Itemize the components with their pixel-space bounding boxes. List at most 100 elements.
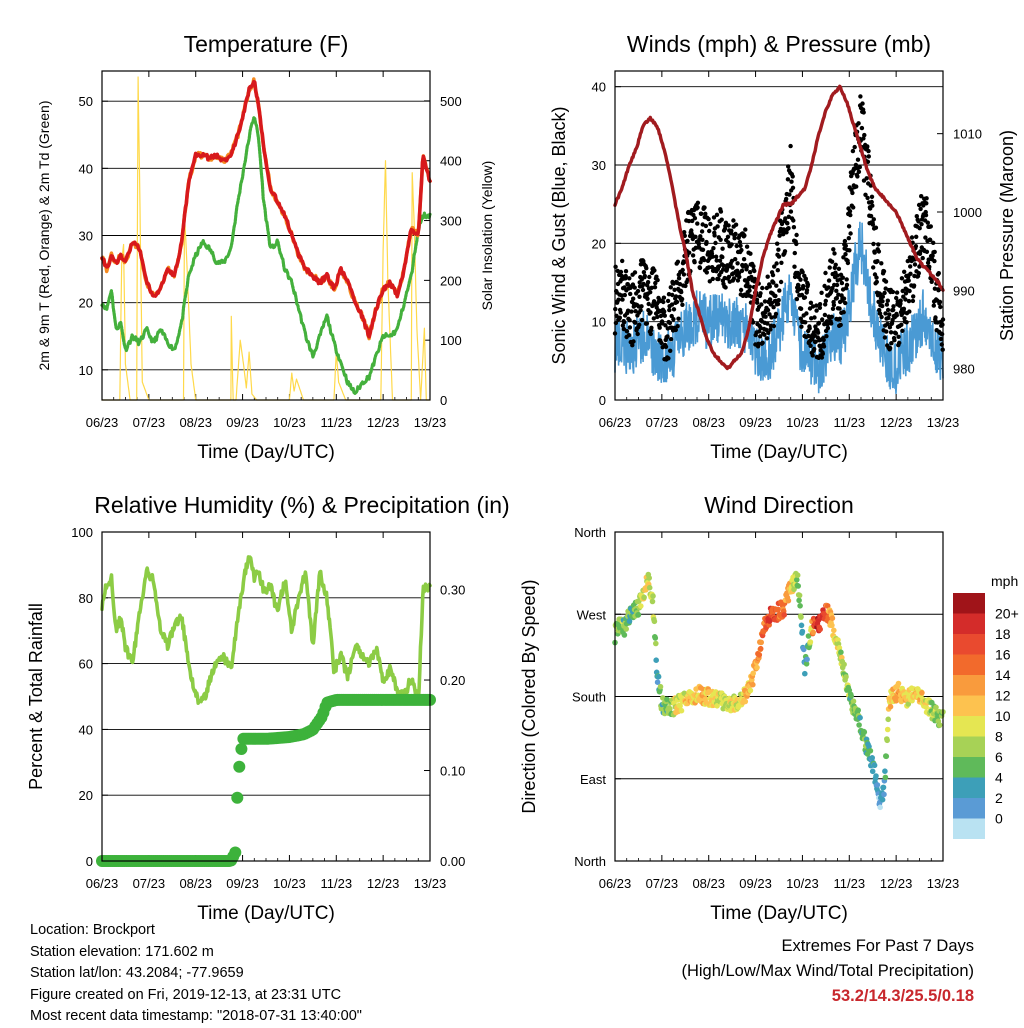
y2-tick-label: 200	[440, 273, 462, 288]
gust-point	[735, 261, 740, 266]
direction-point	[655, 673, 662, 680]
precip-point	[233, 760, 246, 773]
gust-point	[870, 222, 876, 227]
gust-point	[667, 320, 673, 326]
gust-point	[805, 282, 811, 287]
direction-point	[794, 572, 801, 578]
gust-point	[819, 290, 824, 295]
gust-point	[711, 215, 717, 220]
gust-point	[714, 258, 719, 263]
gust-point	[680, 302, 685, 307]
gust-point	[792, 250, 797, 256]
y2-tick-label: 0.00	[440, 854, 465, 869]
gust-point	[683, 283, 688, 289]
gust-point	[700, 247, 706, 252]
gust-point	[641, 270, 647, 275]
gust-point	[870, 203, 875, 208]
gust-point	[666, 292, 672, 297]
temperature-series	[100, 76, 432, 401]
x-tick-label: 09/23	[226, 876, 259, 891]
gust-point	[663, 323, 668, 328]
gust-point	[633, 309, 638, 314]
gust-point	[744, 244, 750, 249]
extremes-summary: Extremes For Past 7 Days (High/Low/Max W…	[681, 934, 974, 1009]
gust-point	[928, 224, 933, 229]
gust-point	[679, 296, 685, 302]
direction-point	[905, 701, 912, 707]
direction-point	[653, 657, 659, 663]
gust-point	[655, 314, 660, 320]
gust-point	[682, 233, 687, 238]
gust-point	[933, 315, 938, 320]
gust-point	[908, 271, 913, 276]
gust-point	[863, 192, 868, 197]
gust-point	[825, 322, 830, 327]
gust-point	[758, 291, 763, 296]
gust-point	[840, 275, 845, 280]
gust-point	[771, 305, 776, 310]
gust-point	[770, 272, 776, 278]
gust-point	[719, 217, 724, 222]
gust-point	[843, 243, 848, 248]
colorbar-label: 20+	[995, 606, 1019, 622]
latlon-text: Station lat/lon: 43.2084; -77.9659	[30, 965, 244, 981]
gust-point	[800, 269, 805, 275]
direction-point	[758, 639, 764, 646]
gust-point	[904, 320, 909, 325]
direction-point	[785, 597, 792, 604]
gust-point	[645, 296, 650, 301]
gust-point	[814, 308, 819, 313]
gust-point	[771, 280, 776, 285]
y-tick-label: 10	[79, 363, 93, 378]
gust-point	[827, 265, 832, 270]
colorbar-label: 0	[995, 811, 1003, 827]
gust-point	[832, 251, 837, 256]
gust-point	[816, 320, 822, 326]
direction-point	[885, 716, 891, 723]
gust-point	[748, 251, 753, 256]
gust-point	[908, 264, 913, 269]
gust-point	[750, 320, 756, 325]
gust-point	[809, 316, 814, 321]
direction-point	[838, 649, 844, 655]
y-tick-label: 40	[79, 161, 93, 176]
colorbar-swatch	[953, 675, 985, 696]
direction-point	[923, 704, 929, 710]
gust-point	[661, 295, 667, 300]
direction-point	[877, 804, 883, 811]
y-tick-label: West	[577, 607, 607, 622]
gust-point	[669, 302, 675, 307]
direction-point	[855, 707, 861, 713]
gust-point	[817, 302, 823, 307]
gust-point	[932, 249, 937, 255]
gust-point	[730, 265, 735, 270]
x-axis-label: Time (Day/UTC)	[710, 903, 848, 924]
gust-point	[918, 206, 923, 212]
gust-point	[777, 288, 782, 293]
gust-point	[791, 225, 797, 230]
wind-speed-series	[614, 221, 944, 394]
gust-point	[928, 237, 933, 243]
gust-point	[616, 297, 621, 302]
gust-point	[677, 282, 683, 287]
colorbar-swatch	[953, 716, 985, 737]
colorbar-swatch	[953, 634, 985, 655]
gust-point	[633, 320, 638, 325]
gust-point	[682, 230, 687, 235]
chart-title: Temperature (F)	[184, 31, 349, 57]
gust-point	[736, 271, 742, 276]
direction-point	[657, 683, 664, 690]
gust-point	[777, 233, 782, 238]
gust-point	[747, 284, 752, 289]
gust-point	[645, 280, 651, 285]
created-text: Figure created on Fri, 2019-12-13, at 23…	[30, 986, 342, 1003]
gust-point	[829, 314, 834, 319]
gust-point	[817, 305, 823, 310]
gust-point	[836, 266, 842, 271]
gust-point	[885, 298, 890, 303]
gust-point	[888, 345, 893, 351]
gust-point	[765, 307, 771, 313]
gust-point	[665, 298, 671, 304]
temp-2m-line	[100, 79, 432, 339]
gust-point	[788, 143, 793, 149]
